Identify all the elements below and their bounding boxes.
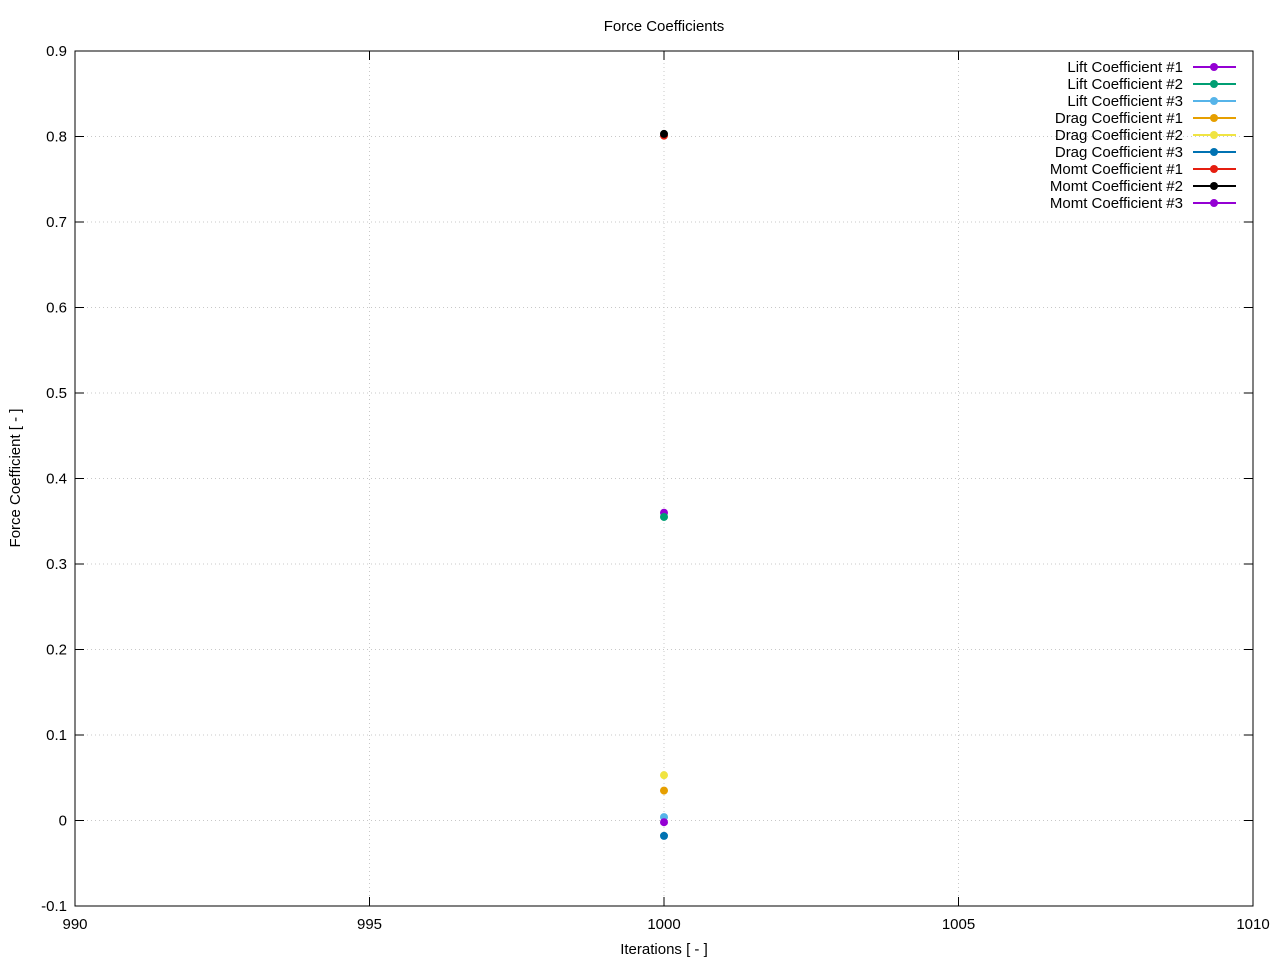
legend-label: Drag Coefficient #2	[1055, 127, 1183, 144]
legend-marker	[1210, 182, 1218, 190]
y-tick-label: 0	[59, 813, 67, 830]
y-tick-label: 0.2	[46, 642, 67, 659]
legend-marker	[1210, 63, 1218, 71]
y-tick-labels: -0.1 0 0.1 0.2 0.3 0.4 0.5 0.6 0.7 0.8 0.9	[41, 43, 67, 915]
legend-label: Momt Coefficient #1	[1050, 161, 1183, 178]
y-tick-label: 0.8	[46, 129, 67, 146]
legend-marker	[1210, 148, 1218, 156]
axis-ticks	[74, 50, 1254, 907]
x-tick-label: 1010	[1236, 916, 1269, 933]
legend-label: Drag Coefficient #3	[1055, 144, 1183, 161]
legend-marker	[1210, 114, 1218, 122]
legend-label: Lift Coefficient #2	[1067, 76, 1183, 93]
y-tick-label: 0.5	[46, 385, 67, 402]
y-tick-label: 0.3	[46, 556, 67, 573]
legend-marker	[1210, 199, 1218, 207]
data-point	[660, 771, 668, 780]
data-point	[660, 786, 668, 795]
legend-label: Drag Coefficient #1	[1055, 110, 1183, 127]
data-point	[660, 512, 668, 521]
y-tick-label: 0.7	[46, 214, 67, 231]
x-axis-label: Iterations [ - ]	[620, 941, 708, 958]
legend-label: Momt Coefficient #2	[1050, 178, 1183, 195]
legend-label: Momt Coefficient #3	[1050, 195, 1183, 212]
legend-label: Lift Coefficient #1	[1067, 59, 1183, 76]
data-points	[660, 129, 668, 840]
legend-label: Lift Coefficient #3	[1067, 93, 1183, 110]
data-point	[660, 831, 668, 840]
data-point	[660, 129, 668, 138]
legend-marker	[1210, 97, 1218, 105]
chart-title: Force Coefficients	[604, 18, 725, 35]
x-tick-labels: 990 995 1000 1005 1010	[62, 916, 1269, 933]
legend-marker	[1210, 165, 1218, 173]
legend-marker	[1210, 80, 1218, 88]
x-tick-label: 1000	[647, 916, 680, 933]
y-tick-label: 0.6	[46, 300, 67, 317]
grid	[75, 51, 1253, 906]
x-tick-label: 995	[357, 916, 382, 933]
y-tick-label: 0.4	[46, 471, 67, 488]
x-tick-label: 990	[62, 916, 87, 933]
legend-marker	[1210, 131, 1218, 139]
y-tick-label: -0.1	[41, 898, 67, 915]
y-tick-label: 0.9	[46, 43, 67, 60]
y-axis-label: Force Coefficient [ - ]	[7, 409, 24, 548]
x-tick-label: 1005	[942, 916, 975, 933]
data-point	[660, 818, 668, 827]
y-tick-label: 0.1	[46, 727, 67, 744]
